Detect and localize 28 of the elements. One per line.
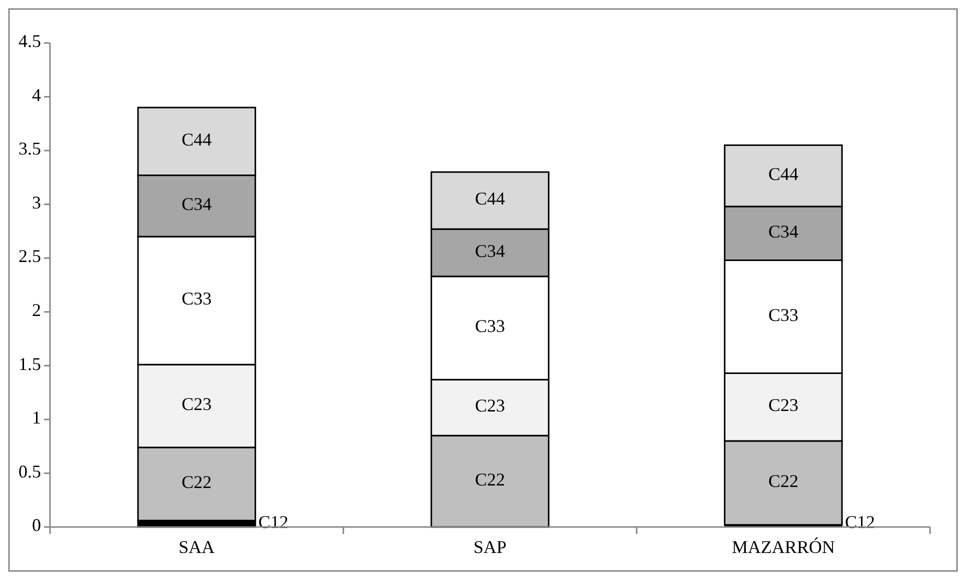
series-label: C33 bbox=[474, 316, 506, 336]
y-tick-label: 0.5 bbox=[18, 461, 41, 482]
y-tick-label: 4.5 bbox=[18, 31, 41, 52]
y-tick-label: 1 bbox=[32, 408, 41, 428]
series-label: C22 bbox=[182, 472, 212, 492]
x-tick-label: SAA bbox=[178, 537, 215, 557]
x-tick-label: SAP bbox=[473, 537, 507, 557]
y-tick-label: 0 bbox=[32, 515, 41, 536]
text: C44 bbox=[768, 164, 798, 184]
series-label: C44 bbox=[474, 188, 506, 209]
y-tick-label: 2 bbox=[32, 300, 41, 320]
y-tick-label: 4 bbox=[32, 84, 41, 105]
text: C23 bbox=[182, 394, 212, 414]
text: C34 bbox=[182, 194, 212, 214]
text: C22 bbox=[768, 471, 798, 492]
y-tick-label: 3 bbox=[32, 192, 41, 212]
text: C33 bbox=[768, 304, 798, 325]
text: C33 bbox=[182, 288, 212, 309]
text: C34 bbox=[768, 222, 798, 242]
x-tick-label: MAZARRÓN bbox=[732, 537, 835, 557]
text: C22 bbox=[474, 469, 506, 490]
y-tick-label: 2.5 bbox=[18, 246, 41, 266]
text: C23 bbox=[768, 395, 798, 416]
text: C44 bbox=[182, 130, 212, 150]
series-label: C23 bbox=[474, 396, 506, 416]
y-tick-label: 1.5 bbox=[18, 354, 41, 374]
y-tick-label: 3.5 bbox=[18, 138, 41, 159]
series-label: C34 bbox=[474, 240, 506, 261]
